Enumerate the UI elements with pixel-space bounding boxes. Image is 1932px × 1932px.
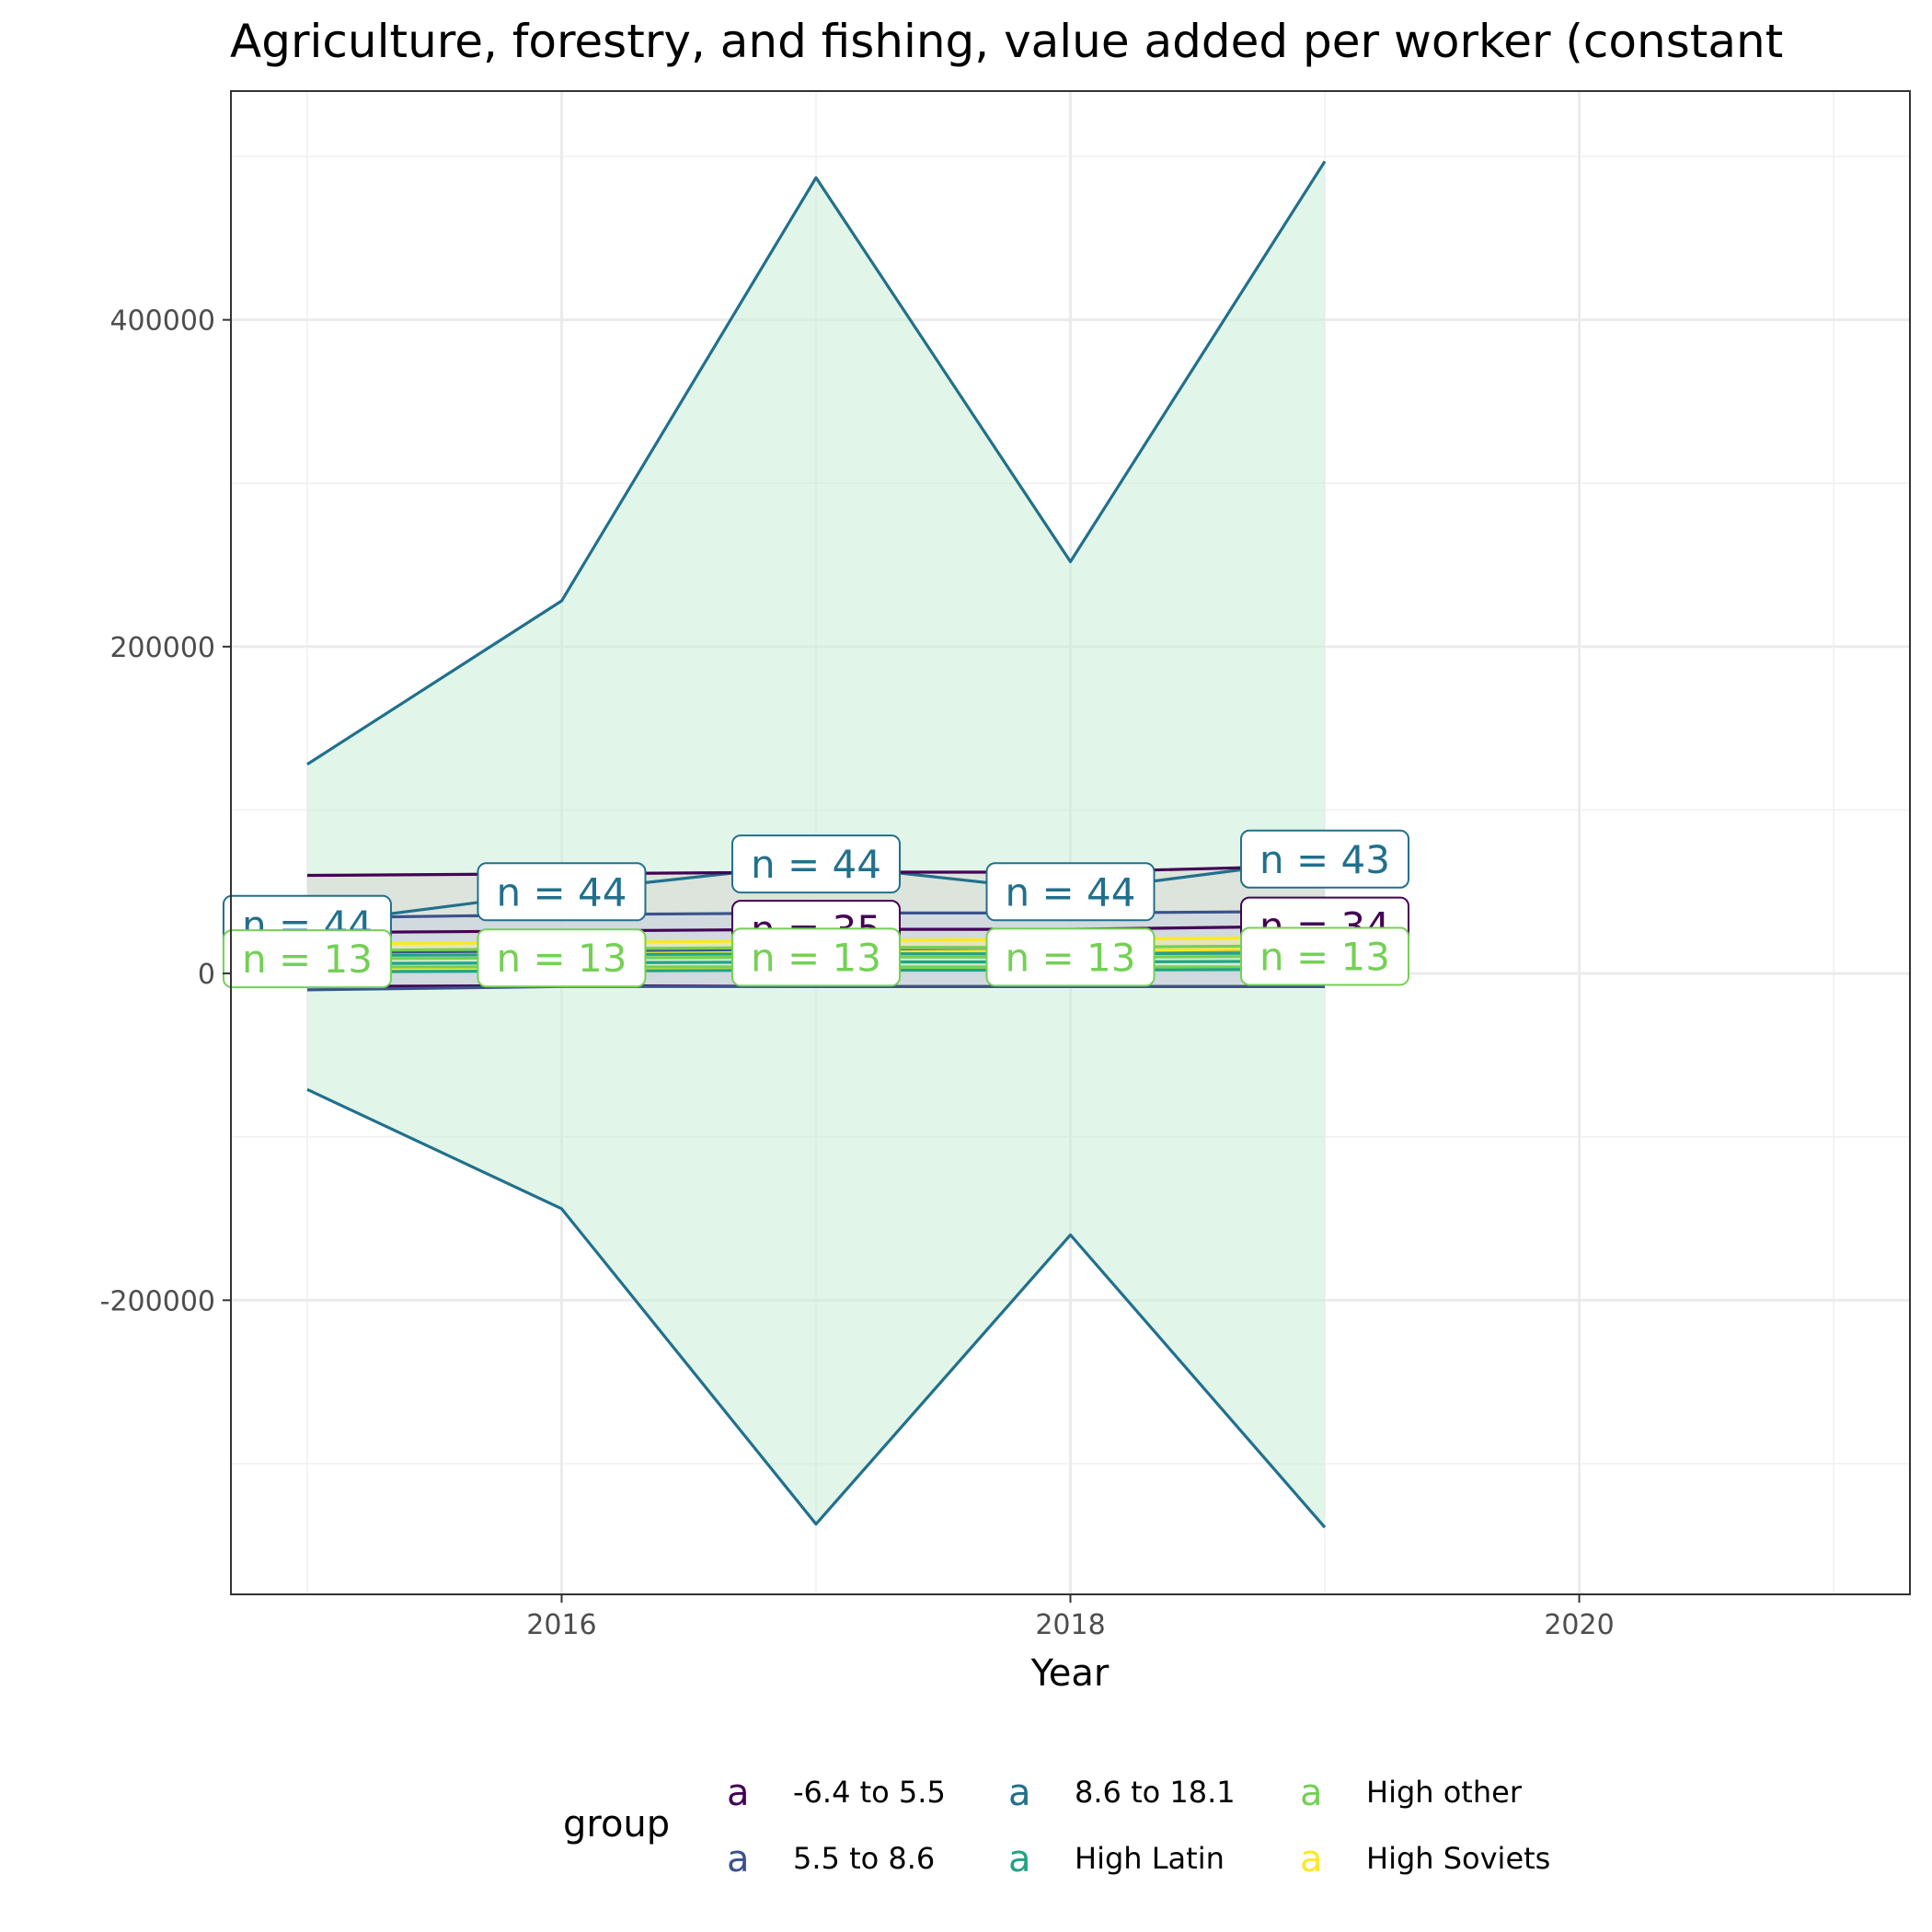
legend-key: a	[1300, 1772, 1323, 1814]
count-label-text: n = 44	[751, 842, 881, 887]
legend-key: a	[1300, 1838, 1323, 1880]
count-label-box	[222, 929, 392, 989]
count-label: n = 13	[1240, 926, 1410, 986]
count-label: n = 43	[1240, 829, 1410, 889]
count-label-box	[730, 834, 901, 894]
count-label-text: n = 43	[1259, 837, 1390, 882]
x-tick-label: 2020	[1544, 1609, 1614, 1641]
legend-items: a -6.4 to 5.5 a 5.5 to 8.6 a 8.6 to 18.1 a High…	[727, 1772, 1550, 1880]
legend-label: High other	[1366, 1775, 1523, 1810]
legend-key: a	[1008, 1838, 1031, 1880]
legend-label: 5.5 to 8.6	[793, 1841, 935, 1876]
y-tick-label: 200000	[109, 632, 215, 664]
count-label-box	[1240, 829, 1410, 889]
count-label-text: n = 13	[242, 937, 373, 982]
count-label: n = 44	[730, 834, 901, 894]
legend-label: High Latin	[1075, 1841, 1225, 1876]
count-label-text: n = 44	[496, 869, 627, 914]
legend-label: 8.6 to 18.1	[1075, 1775, 1236, 1810]
chart-title: Agriculture, forestry, and fishing, valu…	[230, 15, 1783, 68]
y-tick-label: 400000	[109, 305, 215, 338]
count-label: n = 13	[985, 927, 1156, 987]
lower-line-8.6 to 18.1	[306, 1087, 1327, 1529]
count-label-box	[730, 927, 901, 987]
count-label: n = 44	[985, 862, 1156, 922]
count-label-box	[477, 862, 647, 922]
count-label: n = 44	[477, 862, 647, 922]
legend-title: group	[563, 1803, 670, 1846]
legend-label: -6.4 to 5.5	[793, 1775, 946, 1810]
legend: group a -6.4 to 5.5 a 5.5 to 8.6 a 8.6 to 18.…	[563, 1772, 1550, 1880]
y-tick-label: 0	[198, 959, 215, 991]
count-label-box	[985, 862, 1156, 922]
y-tick-label: -200000	[100, 1285, 215, 1317]
count-label-text: n = 13	[751, 935, 881, 980]
legend-key: a	[1008, 1772, 1031, 1814]
count-label-box	[477, 928, 647, 988]
count-labels: n = 44n = 44n = 44n = 44n = 43n = 35n = …	[222, 829, 1410, 989]
legend-label: High Soviets	[1366, 1841, 1550, 1876]
upper-line-8.6 to 18.1	[306, 160, 1327, 766]
count-label: n = 13	[477, 928, 647, 988]
count-label: n = 13	[222, 929, 392, 989]
x-tick-label: 2018	[1035, 1609, 1105, 1641]
axes: 2016 2018 2020 -200000 0 200000 400000	[100, 305, 1615, 1641]
count-label-text: n = 44	[1006, 869, 1136, 914]
x-axis-title: Year	[1030, 1652, 1110, 1695]
count-label: n = 13	[730, 927, 901, 987]
count-label-text: n = 13	[496, 936, 627, 981]
legend-key: a	[727, 1838, 750, 1880]
count-label-box	[1240, 926, 1410, 986]
x-tick-label: 2016	[526, 1609, 596, 1641]
count-label-text: n = 13	[1006, 935, 1136, 980]
count-label-box	[985, 927, 1156, 987]
count-label-text: n = 13	[1259, 934, 1390, 979]
legend-key: a	[727, 1772, 750, 1814]
